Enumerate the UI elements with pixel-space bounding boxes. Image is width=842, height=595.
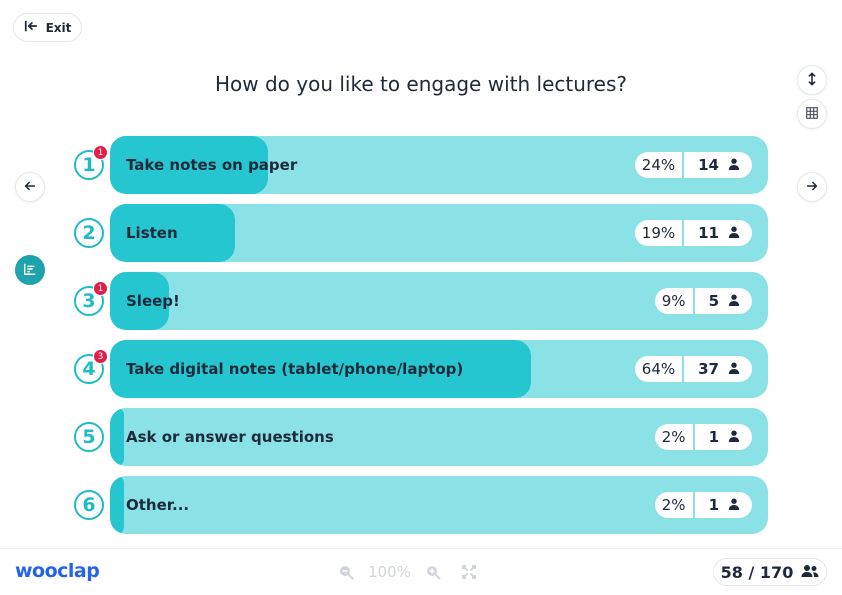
exit-button[interactable]: Exit [13, 13, 82, 42]
option-bar: Take notes on paper 24% 14 [110, 136, 768, 194]
option-count-pill: 37 [684, 356, 752, 382]
option-label: Sleep! [126, 292, 180, 310]
option-count: 14 [698, 156, 719, 174]
option-count: 1 [708, 496, 719, 514]
option-number-text: 4 [82, 358, 96, 380]
option-bar-fill [110, 136, 268, 194]
option-bar: Listen 19% 11 [110, 204, 768, 262]
option-stats: 19% 11 [634, 220, 752, 246]
bar-chart-icon [23, 261, 37, 280]
answer-option[interactable]: 5 Ask or answer questions 2% 1 [74, 408, 768, 466]
user-icon [728, 292, 740, 310]
option-bar-fill [110, 408, 124, 466]
option-label: Ask or answer questions [126, 428, 334, 446]
option-percent: 2% [654, 424, 693, 450]
option-stats: 9% 5 [654, 288, 752, 314]
participants-icon [801, 563, 819, 582]
option-stats: 24% 14 [634, 152, 752, 178]
option-number-text: 3 [82, 290, 96, 312]
option-number-text: 5 [82, 426, 96, 448]
option-count: 37 [698, 360, 719, 378]
option-count: 11 [698, 224, 719, 242]
user-icon [728, 428, 740, 446]
option-stats: 64% 37 [634, 356, 752, 382]
previous-button[interactable] [15, 172, 45, 202]
option-number: 6 [74, 490, 104, 520]
zoom-controls: 100% [332, 558, 483, 586]
option-bar: Other... 2% 1 [110, 476, 768, 534]
participants-count: 58 / 170 [720, 562, 794, 582]
next-button[interactable] [797, 172, 827, 202]
option-count-pill: 5 [694, 288, 752, 314]
answer-option[interactable]: 1 1 Take notes on paper 24% 14 [74, 136, 768, 194]
option-number: 2 [74, 218, 104, 248]
exit-label: Exit [45, 20, 72, 35]
expand-vertical-icon [805, 71, 819, 90]
zoom-out-icon[interactable] [332, 558, 360, 586]
exit-icon [24, 19, 38, 36]
arrow-right-icon [805, 178, 819, 197]
grid-icon [805, 105, 819, 124]
option-percent: 64% [634, 356, 683, 382]
option-stats: 2% 1 [654, 424, 752, 450]
option-count-pill: 1 [694, 492, 752, 518]
option-bar-fill [110, 204, 236, 262]
option-percent: 24% [634, 152, 683, 178]
option-count-pill: 14 [684, 152, 752, 178]
answer-option[interactable]: 3 1 Sleep! 9% 5 [74, 272, 768, 330]
question-title: How do you like to engage with lectures? [214, 72, 628, 96]
option-percent: 9% [654, 288, 693, 314]
option-count: 1 [708, 428, 719, 446]
expand-vertical-button[interactable] [797, 65, 827, 95]
answer-option[interactable]: 4 3 Take digital notes (tablet/phone/lap… [74, 340, 768, 398]
option-number-text: 2 [82, 222, 96, 244]
option-count-pill: 11 [684, 220, 752, 246]
grid-button[interactable] [797, 99, 827, 129]
zoom-level: 100% [368, 563, 411, 581]
answer-option[interactable]: 6 Other... 2% 1 [74, 476, 768, 534]
option-number-text: 1 [82, 154, 96, 176]
participants-counter[interactable]: 58 / 170 [713, 558, 827, 586]
user-icon [728, 360, 740, 378]
comment-badge: 3 [93, 349, 108, 364]
zoom-in-icon[interactable] [419, 558, 447, 586]
arrow-left-icon [23, 178, 37, 197]
option-label: Other... [126, 496, 190, 514]
option-bar-fill [110, 476, 124, 534]
option-stats: 2% 1 [654, 492, 752, 518]
option-label: Listen [126, 224, 178, 242]
option-percent: 2% [654, 492, 693, 518]
footer-bar: wooclap 100% 58 / 170 [0, 548, 842, 595]
results-button[interactable] [15, 255, 45, 285]
option-number: 5 [74, 422, 104, 452]
option-count: 5 [708, 292, 719, 310]
option-percent: 19% [634, 220, 683, 246]
user-icon [728, 224, 740, 242]
user-icon [728, 156, 740, 174]
option-label: Take digital notes (tablet/phone/laptop) [126, 360, 464, 378]
option-bar-fill [110, 272, 170, 330]
user-icon [728, 496, 740, 514]
wooclap-logo: wooclap [15, 560, 100, 582]
option-bar-fill [110, 340, 532, 398]
option-count-pill: 1 [694, 424, 752, 450]
fullscreen-icon[interactable] [455, 558, 483, 586]
option-bar: Sleep! 9% 5 [110, 272, 768, 330]
option-bar: Take digital notes (tablet/phone/laptop)… [110, 340, 768, 398]
option-bar: Ask or answer questions 2% 1 [110, 408, 768, 466]
answer-option[interactable]: 2 Listen 19% 11 [74, 204, 768, 262]
comment-badge: 1 [93, 145, 108, 160]
option-number-text: 6 [82, 494, 96, 516]
option-label: Take notes on paper [126, 156, 298, 174]
comment-badge: 1 [93, 281, 108, 296]
